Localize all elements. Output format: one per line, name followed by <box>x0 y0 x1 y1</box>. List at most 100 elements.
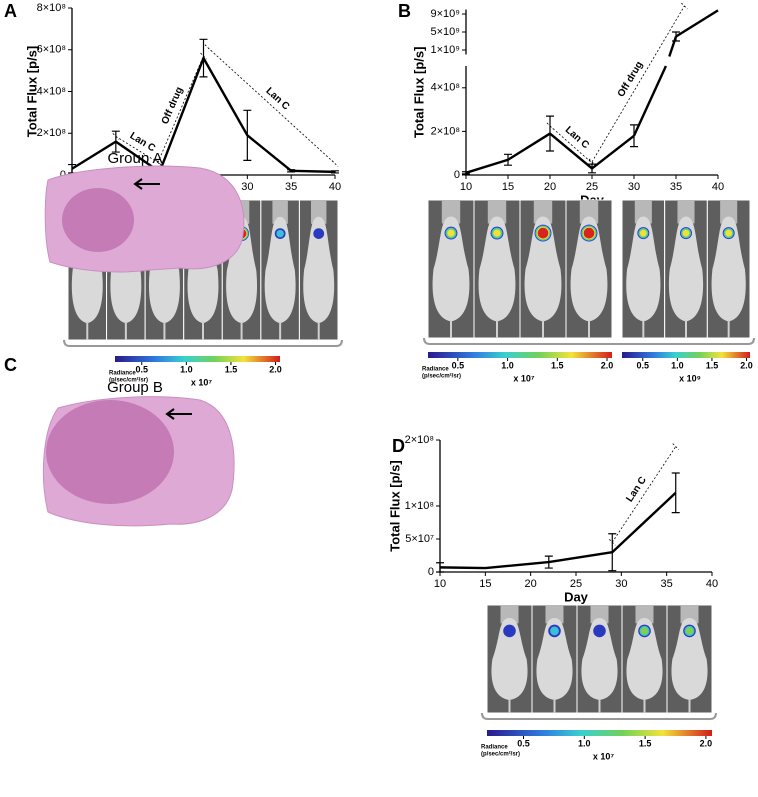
annotation-bracket <box>112 133 163 167</box>
colorbar-tick-label: 2.0 <box>269 364 282 374</box>
x-tick-label: 35 <box>661 578 673 590</box>
signal <box>537 227 549 239</box>
error-bar <box>504 153 512 166</box>
signal <box>682 229 690 237</box>
bracket <box>63 339 343 347</box>
tube <box>635 605 654 624</box>
bracket <box>423 337 755 345</box>
group-label: Group A <box>107 150 162 167</box>
error-bar <box>199 38 208 78</box>
tube <box>590 605 609 624</box>
mouse-body <box>671 617 708 701</box>
colorbar-unit: (p/sec/cm²/sr) <box>422 373 461 380</box>
tumor-b <box>46 400 174 504</box>
signal <box>550 626 559 636</box>
colorbar-title: Radiance <box>109 371 136 377</box>
mouse-body <box>536 617 573 701</box>
x-tick-label: 40 <box>706 578 718 590</box>
tube <box>680 605 699 624</box>
colorbar-tick-label: 1.5 <box>706 360 719 370</box>
tube <box>579 200 599 224</box>
annotation-bracket <box>154 52 207 166</box>
arrow-b <box>165 408 192 420</box>
x-tick-label: 40 <box>329 181 341 193</box>
y-tick-label: 0 <box>454 169 460 181</box>
mouse-body <box>264 216 296 324</box>
signal <box>685 627 694 635</box>
colorbar-tick-label: 2.0 <box>700 738 713 748</box>
y-tick-label: 1×10⁸ <box>405 500 434 512</box>
y-axis-label: Total Flux [p/s] <box>24 46 39 137</box>
annotation-bracket <box>608 443 680 546</box>
y-tick-label: 8×10⁸ <box>37 2 66 14</box>
panel-label: D <box>392 436 405 456</box>
x-tick-label: 15 <box>479 578 491 590</box>
y-tick-label: 6×10⁸ <box>37 44 66 56</box>
y-tick-label: 5×10⁹ <box>431 26 461 38</box>
error-bar <box>588 163 596 174</box>
y-tick-label: 1×10⁹ <box>431 44 461 56</box>
signal <box>640 627 649 635</box>
data-line <box>439 491 677 570</box>
tube <box>677 200 695 224</box>
error-bar <box>111 130 120 153</box>
x-tick-label: 30 <box>628 181 640 193</box>
mouse-body <box>711 216 746 322</box>
error-bar <box>436 562 444 573</box>
colorbar-unit: (p/sec/cm²/sr) <box>481 751 520 758</box>
signal <box>447 229 455 237</box>
colorbar-tick-label: 1.0 <box>180 364 193 374</box>
mouse-body <box>491 617 528 701</box>
tube <box>533 200 553 224</box>
error-bar <box>243 109 252 161</box>
mouse-body <box>581 617 618 701</box>
y-tick-label: 9×10⁹ <box>431 8 461 20</box>
y-tick-label: 2×10⁸ <box>431 125 460 137</box>
colorbar-multiplier: x 10⁷ <box>513 373 535 383</box>
error-bar <box>544 555 553 569</box>
colorbar-multiplier: x 10⁹ <box>679 373 701 383</box>
tumor-a <box>62 188 134 252</box>
x-tick-label: 40 <box>712 181 724 193</box>
y-tick-label: 0 <box>428 566 434 578</box>
tube <box>545 605 564 624</box>
annotation-bracket <box>546 122 596 167</box>
x-tick-label: 20 <box>544 181 556 193</box>
signal <box>593 624 606 638</box>
annotation-bracket <box>588 2 688 166</box>
panel-label: A <box>4 1 17 21</box>
x-tick-label: 30 <box>615 578 627 590</box>
x-tick-label: 30 <box>241 181 253 193</box>
error-bar <box>671 472 680 514</box>
signal <box>583 227 595 239</box>
connector <box>632 65 668 137</box>
signal <box>493 229 501 237</box>
y-tick-label: 2×10⁸ <box>405 434 434 446</box>
y-axis-label: Total Flux [p/s] <box>411 47 426 138</box>
x-tick-label: 25 <box>586 181 598 193</box>
x-tick-label: 10 <box>460 181 472 193</box>
mouse-body <box>626 617 663 701</box>
annotation: Off drug <box>160 85 186 126</box>
colorbar-tick-label: 0.5 <box>636 360 649 370</box>
y-axis-label: Total Flux [p/s] <box>387 460 402 551</box>
annotation: Lan C <box>624 475 649 504</box>
tube <box>311 200 327 224</box>
colorbar-tick-label: 0.5 <box>452 360 465 370</box>
x-tick-label: 35 <box>285 181 297 193</box>
signal <box>503 624 516 638</box>
colorbar-title: Radiance <box>422 367 449 373</box>
arrow-a <box>133 178 160 190</box>
tube <box>272 200 288 224</box>
y-tick-label: 2×10⁸ <box>37 127 66 139</box>
colorbar-tick-label: 1.5 <box>551 360 564 370</box>
colorbar <box>487 730 712 736</box>
annotation: Off drug <box>616 60 646 100</box>
y-tick-label: 4×10⁸ <box>37 85 66 97</box>
annotation: Lan C <box>263 86 291 113</box>
x-tick-label: 10 <box>434 578 446 590</box>
tube <box>441 200 461 224</box>
signal <box>313 228 325 240</box>
signal <box>640 229 647 237</box>
colorbar-tick-label: 0.5 <box>517 738 530 748</box>
